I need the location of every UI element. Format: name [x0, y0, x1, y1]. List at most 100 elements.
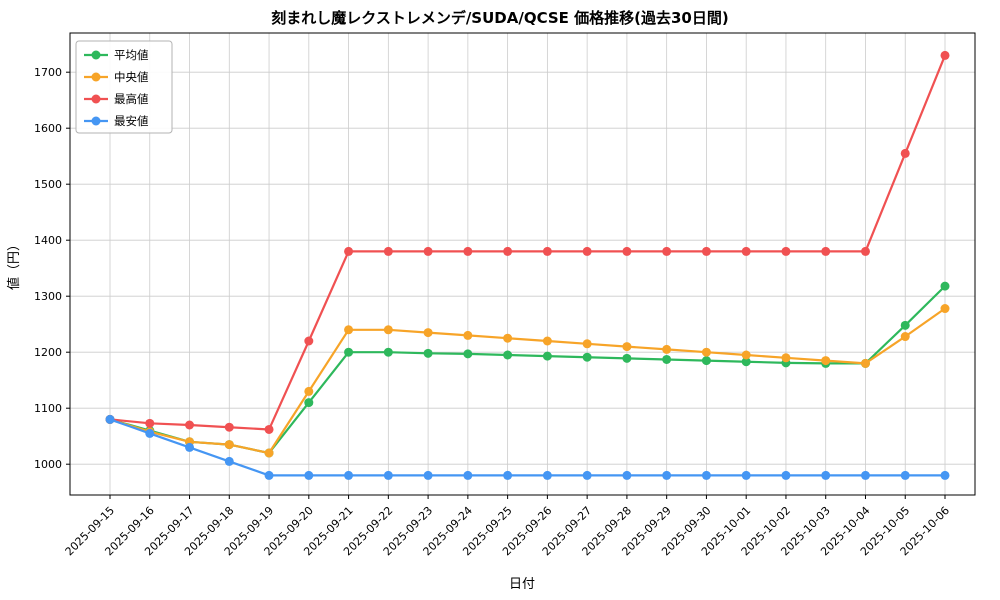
- legend-label-max: 最高値: [114, 92, 149, 106]
- marker-min: [344, 470, 354, 480]
- marker-max: [224, 422, 234, 432]
- marker-min: [860, 470, 870, 480]
- marker-min: [264, 470, 274, 480]
- marker-max: [781, 246, 791, 256]
- marker-median: [781, 353, 791, 363]
- legend-item-min: 最安値: [84, 114, 149, 128]
- marker-min: [383, 470, 393, 480]
- marker-average: [463, 349, 473, 359]
- y-tick-label: 1000: [34, 458, 62, 471]
- y-axis-label: 値（円）: [6, 238, 22, 290]
- marker-average: [701, 356, 711, 366]
- series-min: [105, 414, 950, 480]
- marker-min: [463, 470, 473, 480]
- marker-max: [900, 148, 910, 158]
- series-median: [105, 304, 950, 458]
- legend-item-average: 平均値: [84, 48, 149, 62]
- marker-average: [622, 353, 632, 363]
- marker-median: [503, 333, 513, 343]
- marker-max: [622, 246, 632, 256]
- marker-average: [304, 398, 314, 408]
- marker-min: [940, 470, 950, 480]
- marker-max: [383, 246, 393, 256]
- marker-average: [503, 350, 513, 360]
- marker-max: [463, 246, 473, 256]
- y-tick-label: 1300: [34, 290, 62, 303]
- marker-median: [701, 347, 711, 357]
- legend-item-max: 最高値: [84, 92, 149, 106]
- y-tick-label: 1600: [34, 122, 62, 135]
- marker-max: [304, 336, 314, 346]
- marker-min: [503, 470, 513, 480]
- marker-median: [821, 356, 831, 366]
- marker-max: [503, 246, 513, 256]
- marker-average: [741, 357, 751, 367]
- marker-median: [383, 325, 393, 335]
- marker-min: [542, 470, 552, 480]
- marker-max: [145, 418, 155, 428]
- legend-label-median: 中央値: [114, 70, 149, 84]
- marker-max: [185, 420, 195, 430]
- series-average: [105, 281, 950, 458]
- legend-label-average: 平均値: [114, 48, 149, 62]
- x-axis-label: 日付: [509, 577, 535, 592]
- marker-median: [900, 332, 910, 342]
- y-tick-label: 1700: [34, 66, 62, 79]
- marker-average: [383, 347, 393, 357]
- marker-min: [900, 470, 910, 480]
- marker-max: [860, 246, 870, 256]
- marker-median: [423, 328, 433, 338]
- marker-median: [940, 304, 950, 314]
- marker-max: [701, 246, 711, 256]
- marker-median: [622, 342, 632, 352]
- marker-min: [622, 470, 632, 480]
- marker-median: [344, 325, 354, 335]
- marker-median: [224, 440, 234, 450]
- marker-average: [940, 281, 950, 291]
- legend-marker-average: [91, 50, 101, 60]
- marker-median: [741, 350, 751, 360]
- marker-min: [701, 470, 711, 480]
- marker-max: [741, 246, 751, 256]
- marker-min: [662, 470, 672, 480]
- marker-max: [344, 246, 354, 256]
- marker-median: [582, 339, 592, 349]
- axis-ticks: 100011001200130014001500160017002025-09-…: [34, 66, 952, 558]
- marker-median: [542, 336, 552, 346]
- marker-median: [264, 448, 274, 458]
- plot-area: 100011001200130014001500160017002025-09-…: [34, 32, 976, 558]
- grid-lines: [70, 33, 975, 495]
- marker-min: [821, 470, 831, 480]
- legend-marker-min: [91, 116, 101, 126]
- marker-max: [264, 424, 274, 434]
- marker-min: [582, 470, 592, 480]
- marker-max: [582, 246, 592, 256]
- marker-average: [662, 354, 672, 364]
- legend-label-min: 最安値: [114, 114, 149, 128]
- marker-average: [542, 351, 552, 361]
- marker-median: [304, 386, 314, 396]
- legend-marker-max: [91, 94, 101, 104]
- marker-min: [145, 428, 155, 438]
- marker-median: [860, 358, 870, 368]
- marker-min: [781, 470, 791, 480]
- y-tick-label: 1500: [34, 178, 62, 191]
- marker-median: [662, 344, 672, 354]
- marker-average: [900, 320, 910, 330]
- y-tick-label: 1200: [34, 346, 62, 359]
- marker-max: [821, 246, 831, 256]
- marker-average: [582, 352, 592, 362]
- marker-average: [423, 348, 433, 358]
- plot-border: [69, 32, 976, 496]
- series-max: [105, 50, 950, 434]
- marker-max: [940, 50, 950, 60]
- marker-max: [662, 246, 672, 256]
- marker-min: [741, 470, 751, 480]
- marker-max: [423, 246, 433, 256]
- marker-min: [185, 442, 195, 452]
- marker-min: [423, 470, 433, 480]
- y-tick-label: 1100: [34, 402, 62, 415]
